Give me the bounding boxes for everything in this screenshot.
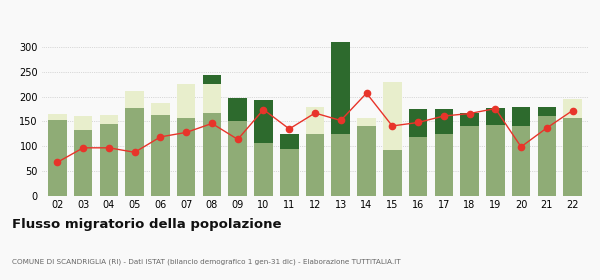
Bar — [409, 109, 427, 137]
Bar — [177, 118, 196, 196]
Bar — [151, 115, 170, 196]
Bar — [151, 103, 170, 115]
Bar — [229, 98, 247, 122]
Bar — [125, 91, 144, 108]
Bar — [383, 150, 401, 196]
Bar — [100, 124, 118, 196]
Bar — [538, 116, 556, 196]
Bar — [203, 113, 221, 196]
Bar — [409, 137, 427, 196]
Bar — [357, 127, 376, 196]
Bar — [512, 127, 530, 196]
Bar — [460, 127, 479, 196]
Bar — [229, 122, 247, 196]
Bar — [434, 109, 453, 134]
Bar — [177, 84, 196, 118]
Bar — [74, 130, 92, 196]
Bar — [254, 100, 273, 143]
Bar — [203, 84, 221, 113]
Bar — [331, 0, 350, 134]
Bar — [254, 143, 273, 196]
Bar — [563, 118, 582, 196]
Bar — [125, 108, 144, 196]
Bar — [48, 113, 67, 120]
Bar — [100, 115, 118, 124]
Bar — [203, 75, 221, 84]
Bar — [331, 134, 350, 196]
Text: COMUNE DI SCANDRIGLIA (RI) - Dati ISTAT (bilancio demografico 1 gen-31 dic) - El: COMUNE DI SCANDRIGLIA (RI) - Dati ISTAT … — [12, 258, 401, 265]
Bar — [486, 108, 505, 125]
Bar — [280, 134, 299, 149]
Bar — [460, 113, 479, 127]
Bar — [280, 149, 299, 196]
Text: Flusso migratorio della popolazione: Flusso migratorio della popolazione — [12, 218, 281, 231]
Bar — [486, 125, 505, 196]
Bar — [357, 118, 376, 127]
Bar — [512, 107, 530, 127]
Bar — [383, 82, 401, 150]
Bar — [306, 134, 324, 196]
Bar — [306, 107, 324, 134]
Bar — [563, 99, 582, 118]
Bar — [74, 116, 92, 130]
Bar — [48, 120, 67, 196]
Bar — [538, 107, 556, 116]
Bar — [434, 134, 453, 196]
